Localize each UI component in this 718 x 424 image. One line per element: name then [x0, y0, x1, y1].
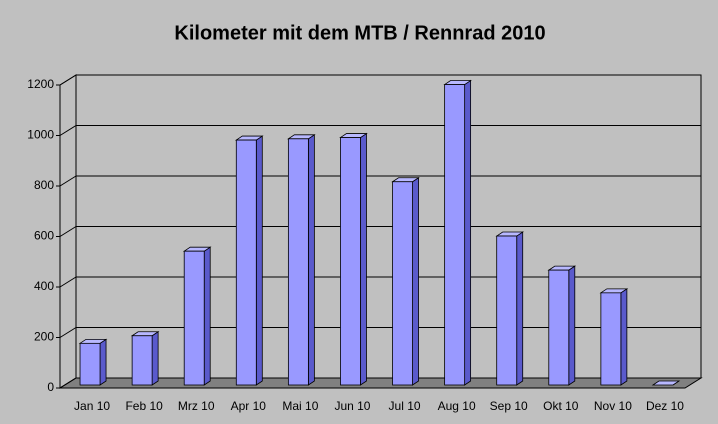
bar: [444, 84, 466, 386]
bar-side: [99, 338, 107, 386]
grid-line: [59, 276, 77, 288]
x-tick-label: Mai 10: [282, 399, 318, 413]
x-tick-label: Jan 10: [74, 399, 110, 413]
x-tick-label: Sep 10: [490, 399, 528, 413]
bar-side: [255, 135, 263, 386]
y-tick-label: 200: [34, 330, 54, 344]
x-tick-label: Feb 10: [125, 399, 163, 413]
bar: [392, 181, 413, 386]
bar-side: [620, 288, 628, 386]
grid-line: [59, 226, 77, 237]
x-tick-label: Apr 10: [231, 399, 267, 413]
grid-line: [59, 327, 77, 338]
chart-title: Kilometer mit dem MTB / Rennrad 2010: [174, 22, 545, 44]
x-tick-label: Aug 10: [438, 399, 476, 413]
bar: [79, 342, 101, 386]
grid-line: [59, 175, 77, 187]
bar: [235, 139, 257, 386]
bar: [183, 250, 205, 386]
y-tick-label: 0: [47, 380, 54, 394]
bar-top: [651, 380, 681, 386]
x-tick-label: Dez 10: [646, 399, 684, 413]
bar-side: [464, 79, 472, 386]
x-tick-label: Mrz 10: [178, 399, 215, 413]
bar: [340, 137, 361, 386]
grid-line: [59, 377, 77, 389]
bar-side: [151, 331, 159, 386]
x-tick-label: Jul 10: [389, 399, 421, 413]
bar: [131, 335, 153, 386]
bar: [287, 138, 309, 386]
bar-side: [307, 134, 315, 386]
x-tick-label: Jun 10: [334, 399, 370, 413]
bar-side: [360, 132, 367, 386]
bar: [496, 235, 518, 386]
grid-line: [59, 74, 77, 86]
bar: [548, 269, 570, 386]
x-tick-label: Nov 10: [594, 399, 632, 413]
bar: [600, 292, 622, 386]
y-tick-label: 400: [34, 279, 54, 293]
y-tick-label: 1200: [27, 77, 54, 91]
grid-line: [59, 125, 77, 136]
x-tick-label: Okt 10: [543, 399, 579, 413]
y-tick-label: 600: [34, 229, 54, 243]
bar-side: [516, 231, 524, 386]
y-tick-label: 1000: [27, 128, 54, 142]
bar-side: [568, 265, 576, 386]
bar-side: [412, 176, 419, 386]
bar-side: [203, 246, 211, 386]
y-tick-label: 800: [34, 178, 54, 192]
